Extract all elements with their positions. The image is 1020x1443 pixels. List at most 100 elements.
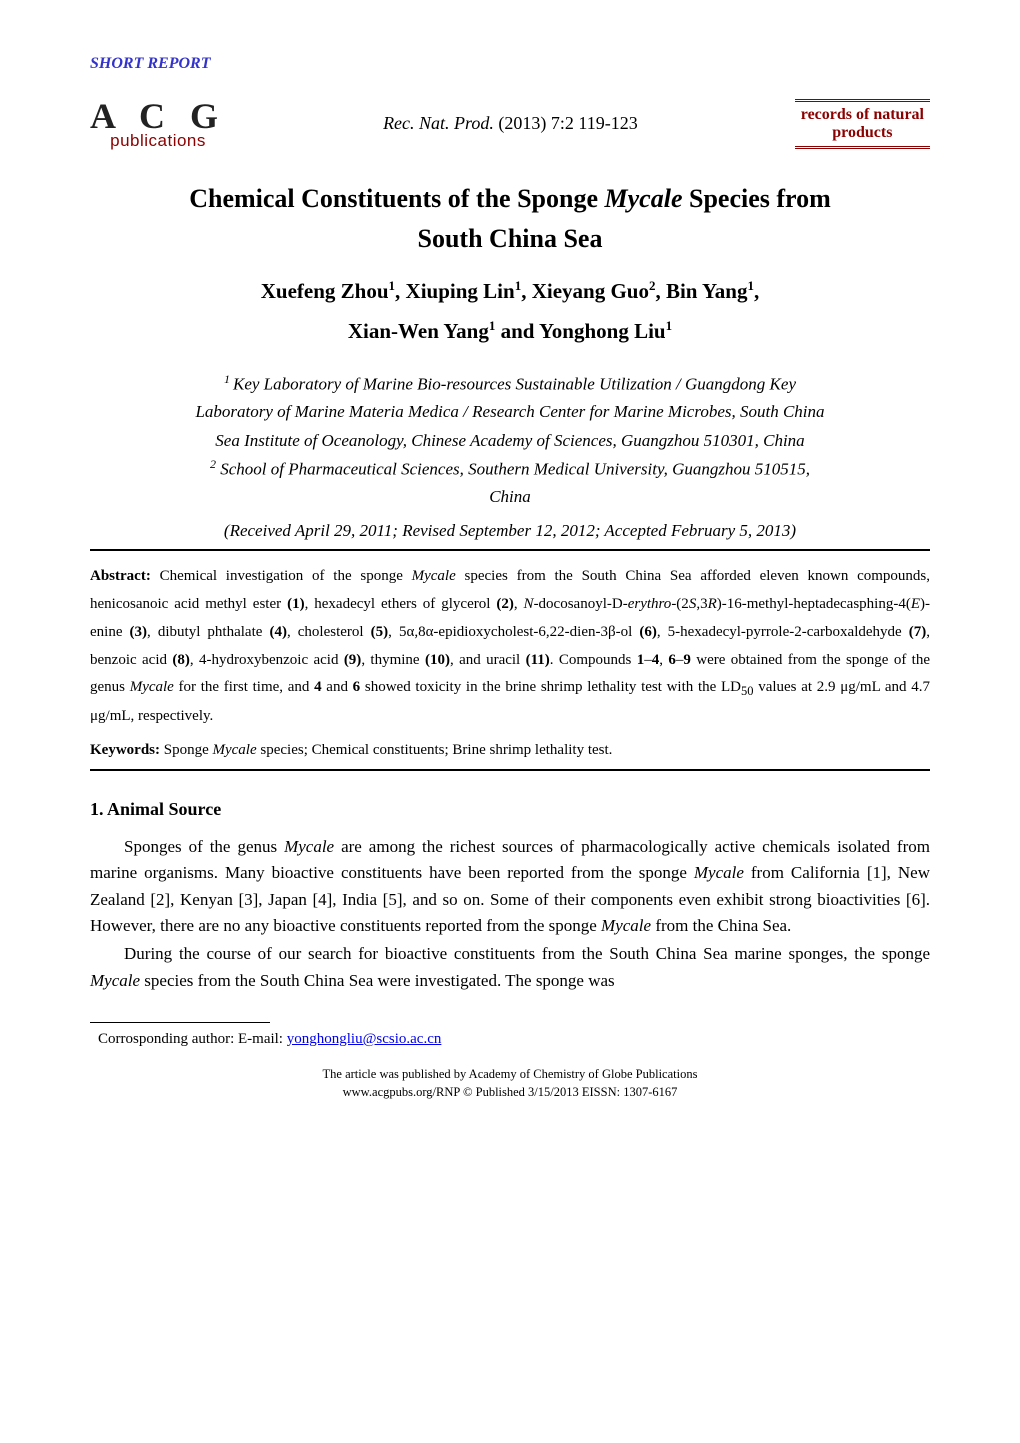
abs-t24: and bbox=[322, 679, 353, 695]
p2-it1: Mycale bbox=[90, 971, 140, 990]
abs-b16: 4 bbox=[314, 679, 322, 695]
affil-1b: Laboratory of Marine Materia Medica / Re… bbox=[195, 402, 824, 421]
affil-2a: School of Pharmaceutical Sciences, South… bbox=[216, 459, 810, 478]
paragraph-1: Sponges of the genus Mycale are among th… bbox=[90, 834, 930, 939]
publisher-logo-left: A C G publications bbox=[90, 98, 226, 149]
abs-t18: . Compounds bbox=[550, 652, 637, 668]
abs-t17: , and uracil bbox=[450, 652, 526, 668]
abs-t13: , 5-hexadecyl-pyrrole-2-carboxaldehyde bbox=[657, 624, 909, 640]
corresponding-email-link[interactable]: yonghongliu@scsio.ac.cn bbox=[287, 1031, 442, 1047]
section-heading-1: 1. Animal Source bbox=[90, 799, 930, 820]
keywords-block: Keywords: Sponge Mycale species; Chemica… bbox=[90, 737, 930, 765]
abs-it3: erythro bbox=[628, 596, 672, 612]
p1-it3: Mycale bbox=[601, 916, 651, 935]
abs-t11: , cholesterol bbox=[287, 624, 371, 640]
abstract-bottom-rule bbox=[90, 769, 930, 771]
abs-t20: , bbox=[659, 652, 668, 668]
affil-2b: China bbox=[489, 487, 531, 506]
p1a: Sponges of the genus bbox=[124, 837, 284, 856]
abs-t12: , 5α,8α-epidioxycholest-6,22-dien-3β-ol bbox=[388, 624, 639, 640]
acg-text: A C G bbox=[90, 98, 226, 134]
abs-it5: R bbox=[708, 596, 717, 612]
author-4: , Bin Yang bbox=[655, 279, 747, 303]
kw-it1: Mycale bbox=[213, 742, 257, 758]
abs-b8: (8) bbox=[172, 652, 190, 668]
footer-line-2: www.acgpubs.org/RNP © Published 3/15/201… bbox=[343, 1085, 678, 1099]
author-5: Xian-Wen Yang bbox=[348, 319, 489, 343]
abs-t6: -(2 bbox=[671, 596, 689, 612]
abs-t25: showed toxicity in the brine shrimp leth… bbox=[360, 679, 741, 695]
title-italic: Mycale bbox=[605, 184, 683, 213]
article-title: Chemical Constituents of the Sponge Myca… bbox=[90, 184, 930, 214]
abstract-block: Abstract: Chemical investigation of the … bbox=[90, 563, 930, 731]
author-6: Yonghong Liu bbox=[539, 319, 666, 343]
abs-t23: for the first time, and bbox=[174, 679, 314, 695]
abs-b15: 9 bbox=[683, 652, 691, 668]
affil-1-sup: 1 bbox=[224, 372, 233, 386]
abs-t19: – bbox=[644, 652, 652, 668]
page-footer: The article was published by Academy of … bbox=[90, 1066, 930, 1101]
corresponding-author-footnote: Corrosponding author: E-mail: yonghongli… bbox=[98, 1031, 930, 1048]
author-1: Xuefeng Zhou bbox=[261, 279, 389, 303]
footnote-label: Corrosponding author: E-mail: bbox=[98, 1031, 287, 1047]
paragraph-2: During the course of our search for bioa… bbox=[90, 941, 930, 994]
author-3: , Xieyang Guo bbox=[521, 279, 649, 303]
p1d: from the China Sea. bbox=[651, 916, 791, 935]
abs-t8: )-16-methyl-heptadecasphing-4( bbox=[717, 596, 911, 612]
abs-it7: Mycale bbox=[130, 679, 174, 695]
abs-b14: 6 bbox=[668, 652, 676, 668]
abs-it6: E bbox=[911, 596, 920, 612]
abs-it2: N bbox=[524, 596, 534, 612]
abs-it1: Mycale bbox=[412, 568, 456, 584]
short-report-label: SHORT REPORT bbox=[90, 55, 930, 73]
author-6-sup: 1 bbox=[666, 318, 673, 333]
abs-t16: , thymine bbox=[361, 652, 425, 668]
p2b: species from the South China Sea were in… bbox=[140, 971, 615, 990]
abs-sub50: 50 bbox=[741, 684, 754, 698]
journal-citation: Rec. Nat. Prod. (2013) 7:2 119-123 bbox=[226, 113, 795, 134]
abstract-top-rule bbox=[90, 549, 930, 551]
received-dates: (Received April 29, 2011; Revised Septem… bbox=[90, 521, 930, 541]
footer-line-1: The article was published by Academy of … bbox=[323, 1067, 698, 1081]
title-post: Species from bbox=[682, 184, 830, 213]
abs-t4: , bbox=[514, 596, 524, 612]
affiliations-block: 1 Key Laboratory of Marine Bio-resources… bbox=[90, 370, 930, 512]
affil-1a: Key Laboratory of Marine Bio-resources S… bbox=[233, 374, 796, 393]
trailing-comma: , bbox=[754, 279, 759, 303]
kw-t1: Sponge bbox=[164, 742, 213, 758]
abs-b1: (1) bbox=[287, 596, 305, 612]
abs-b4: (4) bbox=[269, 624, 287, 640]
p2a: During the course of our search for bioa… bbox=[124, 944, 930, 963]
journal-abbrev: Rec. Nat. Prod. bbox=[383, 113, 494, 133]
abs-b7: (7) bbox=[909, 624, 927, 640]
journal-name-line2: products bbox=[801, 124, 924, 142]
abs-b9: (9) bbox=[344, 652, 362, 668]
title-pre: Chemical Constituents of the Sponge bbox=[189, 184, 604, 213]
abs-t5: -docosanoyl-D- bbox=[534, 596, 628, 612]
keywords-label: Keywords: bbox=[90, 742, 164, 758]
affil-1c: Sea Institute of Oceanology, Chinese Aca… bbox=[215, 431, 804, 450]
kw-t2: species; Chemical constituents; Brine sh… bbox=[257, 742, 613, 758]
authors-block: Xuefeng Zhou1, Xiuping Lin1, Xieyang Guo… bbox=[90, 272, 930, 352]
journal-logo-right: records of natural products bbox=[795, 99, 930, 149]
abs-t1: Chemical investigation of the sponge bbox=[160, 568, 412, 584]
and-text: and bbox=[495, 319, 539, 343]
abs-b10: (10) bbox=[425, 652, 450, 668]
publications-text: publications bbox=[90, 132, 226, 149]
body-text: Sponges of the genus Mycale are among th… bbox=[90, 834, 930, 994]
p1-it1: Mycale bbox=[284, 837, 334, 856]
journal-name-line1: records of natural bbox=[801, 106, 924, 124]
abs-t10: , dibutyl phthalate bbox=[147, 624, 269, 640]
abs-t15: , 4-hydroxybenzoic acid bbox=[190, 652, 344, 668]
abs-b11: (11) bbox=[526, 652, 550, 668]
author-2: , Xiuping Lin bbox=[395, 279, 515, 303]
abstract-label: Abstract: bbox=[90, 568, 160, 584]
abs-b2: (2) bbox=[496, 596, 514, 612]
journal-issue: (2013) 7:2 119-123 bbox=[494, 113, 638, 133]
abs-b5: (5) bbox=[371, 624, 389, 640]
article-title-line2: South China Sea bbox=[90, 224, 930, 254]
header-row: A C G publications Rec. Nat. Prod. (2013… bbox=[90, 98, 930, 149]
abs-t3: , hexadecyl ethers of glycerol bbox=[305, 596, 497, 612]
p1-it2: Mycale bbox=[694, 863, 744, 882]
abs-b3: (3) bbox=[130, 624, 148, 640]
